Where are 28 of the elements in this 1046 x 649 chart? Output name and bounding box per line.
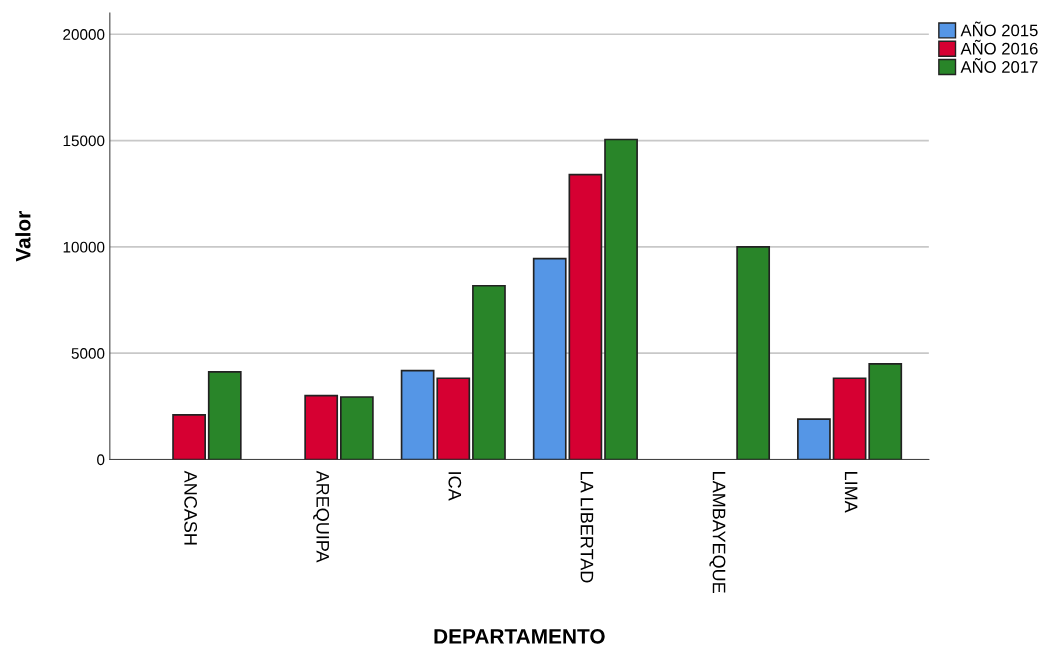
bar — [339, 396, 374, 460]
bar — [172, 414, 206, 460]
y-tick-label: 15000 — [63, 135, 105, 147]
bar — [532, 257, 567, 460]
bar — [568, 173, 603, 460]
legend-label: AÑO 2016 — [960, 39, 1038, 55]
x-tick-label: AREQUIPA — [313, 470, 330, 563]
x-tick-label: ANCASH — [184, 470, 198, 545]
legend-label: AÑO 2017 — [960, 58, 1038, 73]
bar — [797, 418, 831, 460]
bar — [604, 138, 638, 460]
x-tick-label: LAMBAYEQUE — [709, 472, 726, 593]
x-axis-title: DEPARTAMENTO — [434, 628, 605, 644]
bar — [472, 284, 506, 460]
x-tick-label: LA LIBERTAD — [580, 472, 594, 583]
legend-label: AÑO 2015 — [960, 21, 1038, 37]
y-tick-label: 0 — [97, 454, 105, 466]
y-tick-label: 20000 — [63, 29, 105, 40]
bar — [207, 371, 242, 460]
y-axis-title: Valor — [15, 211, 31, 262]
y-tick-label: 5000 — [71, 348, 105, 359]
bar — [832, 377, 867, 460]
bar — [868, 362, 903, 460]
x-tick-label: LIMA — [844, 472, 858, 513]
y-tick-label: 10000 — [63, 241, 105, 253]
x-tick-label: ICA — [448, 472, 462, 501]
bar — [304, 394, 339, 460]
bar — [736, 246, 771, 460]
